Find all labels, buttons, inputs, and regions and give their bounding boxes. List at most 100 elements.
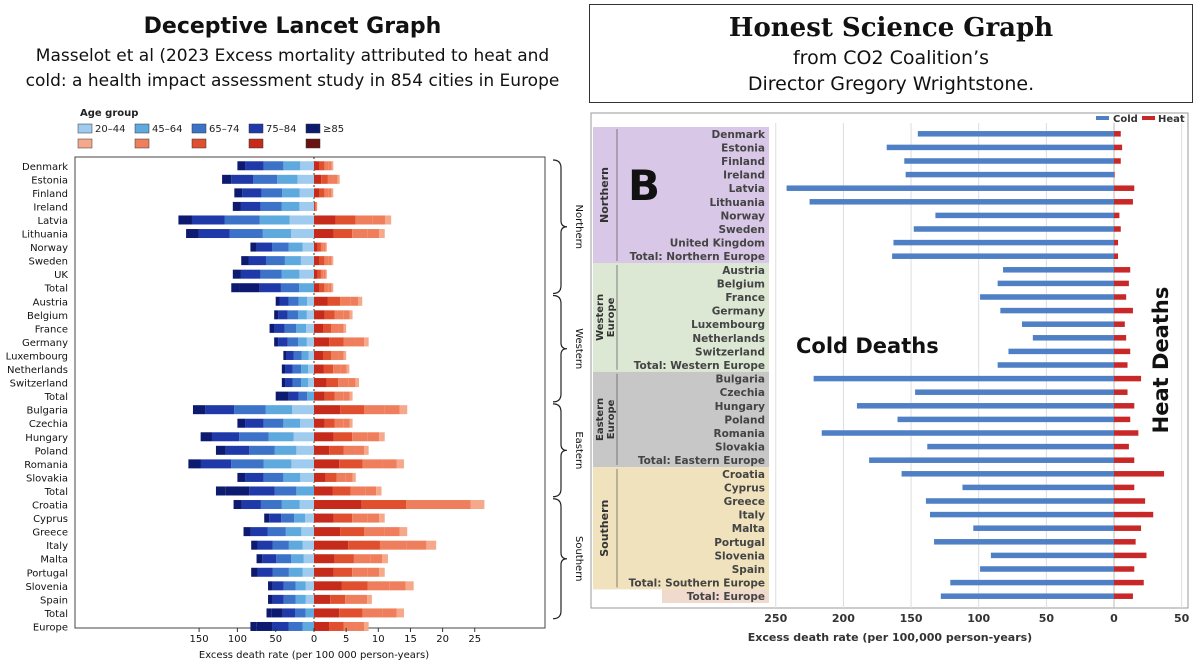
heat-bar-segment [314, 256, 320, 266]
region-label: Europe [606, 399, 617, 439]
heat-bar-segment [314, 229, 334, 239]
heat-bar-segment [314, 540, 349, 550]
cold-bar-segment [302, 567, 314, 577]
heat-bar-segment [352, 472, 356, 482]
heat-bar-segment [341, 581, 368, 591]
heat-bar-segment [349, 310, 353, 320]
heat-bar-segment [339, 608, 363, 618]
cold-bar-segment [234, 405, 266, 415]
cold-bar-segment [299, 269, 314, 279]
heat-bar-segment [333, 432, 353, 442]
cold-bar-segment [296, 486, 314, 496]
heat-bar-segment [345, 594, 358, 604]
heat-bar [1114, 389, 1128, 395]
left-panel-subtitle: Masselot et al (2023 Excess mortality at… [0, 44, 585, 94]
heat-bar-segment [367, 229, 380, 239]
heat-bar-segment [324, 391, 335, 401]
cold-bar-segment [188, 459, 201, 469]
heat-bar [1114, 307, 1133, 314]
heat-bar-segment [364, 621, 369, 631]
category-label: Cyprus [724, 482, 765, 494]
cold-bar-segment [281, 500, 300, 510]
heat-bar-segment [319, 256, 325, 266]
cold-bar-segment [281, 513, 295, 523]
heat-bar-segment [330, 594, 346, 604]
heat-bar-segment [316, 201, 317, 211]
cold-bar-segment [291, 554, 304, 564]
heat-bar-segment [349, 418, 353, 428]
heat-bar [1114, 144, 1123, 151]
cold-bar-segment [299, 201, 314, 211]
cold-bar-segment [263, 459, 292, 469]
heat-bar-segment [337, 174, 340, 184]
left-subtitle-line1: Masselot et al (2023 Excess mortality at… [35, 46, 550, 66]
cold-bar-segment [241, 500, 261, 510]
heat-bar-segment [331, 188, 334, 198]
category-label: Malta [40, 555, 68, 566]
region-label: Northern [573, 205, 584, 249]
cold-bar-segment [288, 296, 299, 306]
category-label: Total [44, 284, 68, 295]
cold-bar-segment [305, 581, 314, 591]
cold-bar-segment [295, 581, 306, 591]
heat-bar-segment [319, 161, 325, 171]
cold-bar-segment [307, 296, 314, 306]
heat-bar-segment [336, 472, 346, 482]
heat-bar-segment [345, 472, 353, 482]
cold-bar-segment [274, 337, 279, 347]
cold-bar-segment [200, 459, 232, 469]
category-label: Slovakia [715, 442, 765, 454]
category-label: Croatia [722, 469, 765, 481]
heat-bar-segment [323, 350, 332, 360]
cold-bar-segment [262, 229, 291, 239]
x-tick-label: 100 [228, 634, 247, 645]
heat-bar-segment [333, 229, 353, 239]
heat-bar-segment [382, 459, 397, 469]
heat-bar [1114, 525, 1142, 531]
cold-bar-segment [268, 432, 294, 442]
legend-title: Age group [80, 108, 138, 119]
cold-bar-segment [298, 310, 307, 320]
legend-swatch-heat [77, 138, 93, 149]
cold-bar-segment [302, 242, 314, 252]
x-tick-label: 25 [468, 634, 481, 645]
heat-bar-segment [319, 283, 325, 293]
panel-label: B [628, 161, 660, 210]
cold-bar-segment [283, 581, 296, 591]
heat-bar-segment [355, 215, 373, 225]
cold-bar-segment [288, 540, 303, 550]
cold-bar-segment [275, 296, 280, 306]
category-label: UK [54, 270, 68, 281]
cold-bar-segment [294, 513, 306, 523]
heat-bar-segment [314, 405, 341, 415]
heat-bar [1114, 430, 1139, 436]
cold-bar-segment [274, 445, 297, 455]
category-label: Bulgaria [27, 406, 68, 417]
category-label: Total: Northern Europe [630, 251, 765, 263]
x-tick-label: 15 [404, 634, 417, 645]
cold-bar-segment [211, 432, 240, 442]
cold-bar-segment [280, 283, 300, 293]
right-title-box: Honest Science Graph from CO2 Coalition’… [589, 4, 1193, 103]
cold-bar [904, 158, 1114, 164]
heat-bar-segment [320, 242, 324, 252]
cold-bar-segment [292, 364, 302, 374]
heat-bar [1114, 593, 1133, 599]
category-label: Lithuania [709, 197, 765, 209]
cold-bar-segment [186, 229, 199, 239]
cold-bar-segment [282, 608, 296, 618]
category-label: Portugal [27, 568, 68, 579]
legend-label: 45–64 [152, 124, 182, 135]
category-label: Estonia [31, 175, 68, 186]
heat-bar-segment [327, 296, 341, 306]
cold-bar [886, 144, 1114, 151]
heat-bar-segment [314, 621, 330, 631]
heat-bar-segment [314, 527, 341, 537]
cold-bar-segment [281, 378, 286, 388]
cold-bar [813, 375, 1114, 382]
cold-bar-segment [231, 459, 264, 469]
heat-bar-segment [379, 432, 385, 442]
cold-bar-segment [288, 621, 303, 631]
category-label: Poland [35, 446, 68, 457]
heat-bar [1114, 348, 1131, 355]
